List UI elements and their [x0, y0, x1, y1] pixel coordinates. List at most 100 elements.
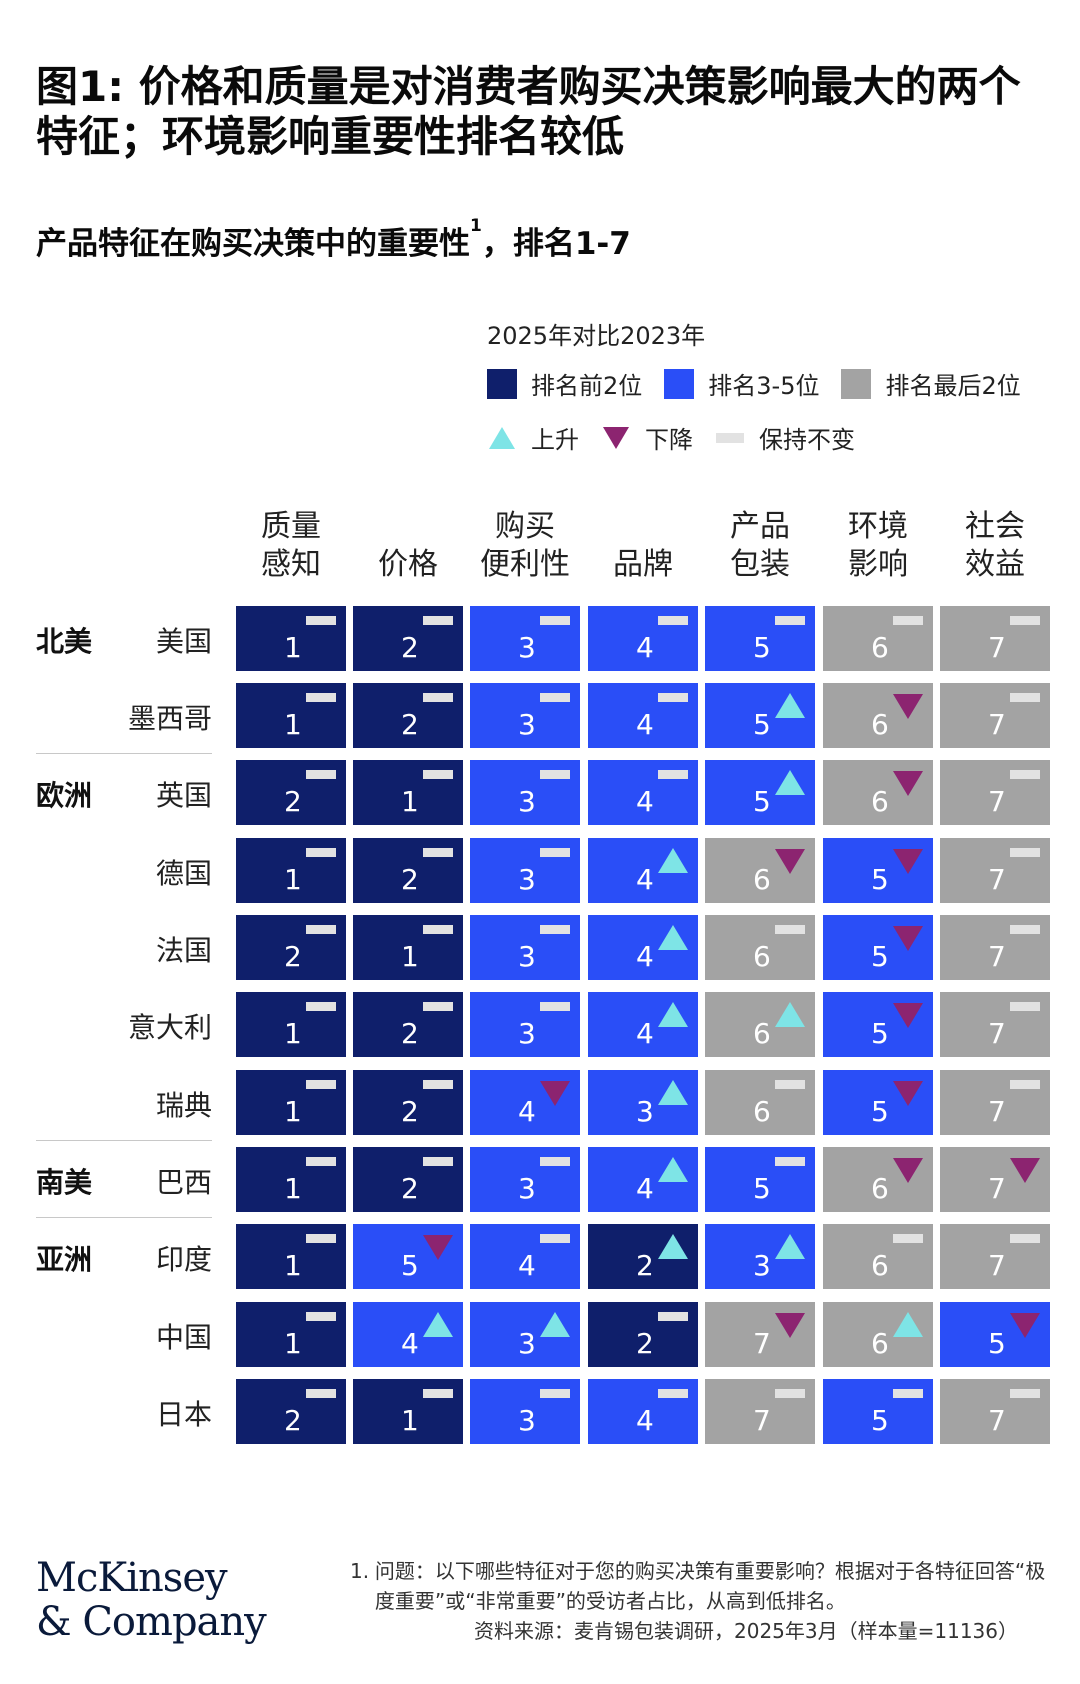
rank-value: 7: [988, 1404, 1006, 1437]
triangle-down-icon: [423, 1235, 453, 1260]
dash-icon: [893, 1234, 923, 1243]
dash-icon: [658, 616, 688, 625]
dash-icon: [306, 770, 336, 779]
country-label: 墨西哥: [127, 702, 212, 735]
rank-cell: 2: [353, 1070, 463, 1135]
rank-value: 7: [988, 1172, 1006, 1205]
dash-icon: [306, 616, 336, 625]
rank-value: 2: [401, 631, 419, 664]
logo-line1: McKinsey: [36, 1555, 228, 1601]
subtitle-text: 产品特征在购买决策中的重要性: [36, 226, 470, 262]
rank-cell: 5: [705, 606, 815, 671]
rank-value: 4: [636, 631, 654, 664]
legend-tiers: 排名前2位 排名3-5位 排名最后2位: [487, 366, 1043, 401]
column-header: 品牌: [588, 508, 698, 584]
region-label: 北美: [36, 625, 93, 658]
column-header: 产品 包装: [705, 508, 815, 584]
triangle-down-icon: [893, 694, 923, 719]
column-header-line2: 价格: [378, 547, 438, 582]
rank-cell: 4: [588, 992, 698, 1057]
dash-icon: [658, 1389, 688, 1398]
triangle-up-icon: [658, 1157, 688, 1182]
column-header-line2: 品牌: [613, 547, 673, 582]
triangle-up-icon: [775, 1234, 805, 1259]
swatch-mid: [664, 368, 695, 399]
rank-cell: 4: [588, 760, 698, 825]
rank-cell: 3: [470, 1147, 580, 1212]
rank-value: 4: [636, 708, 654, 741]
rank-value: 2: [401, 1095, 419, 1128]
column-header-line2: 感知: [261, 547, 321, 582]
rank-value: 2: [284, 940, 302, 973]
dash-icon: [306, 848, 336, 857]
rank-cell: 1: [236, 838, 346, 903]
triangle-down-icon: [603, 426, 629, 449]
page-title: 图1: 价格和质量是对消费者购买决策影响最大的两个特征；环境影响重要性排名较低: [36, 62, 1021, 161]
rank-value: 6: [871, 785, 889, 818]
rank-cell: 3: [705, 1224, 815, 1289]
dash-icon: [893, 616, 923, 625]
dash-icon: [893, 1389, 923, 1398]
column-header-line2: 效益: [965, 547, 1025, 582]
rank-value: 1: [284, 1172, 302, 1205]
legend-changes: 上升 下降 保持不变: [487, 420, 877, 455]
rank-cell: 7: [705, 1379, 815, 1444]
column-header: 社会 效益: [940, 508, 1050, 584]
column-header-line2: 影响: [848, 547, 908, 582]
rank-value: 2: [636, 1249, 654, 1282]
dash-icon: [716, 432, 744, 443]
rank-cell: 5: [705, 1147, 815, 1212]
rank-cell: 2: [353, 1147, 463, 1212]
rank-cell: 7: [940, 992, 1050, 1057]
rank-cell: 2: [588, 1224, 698, 1289]
country-label: 德国: [155, 857, 212, 890]
rank-value: 6: [871, 1249, 889, 1282]
rank-cell: 3: [470, 992, 580, 1057]
triangle-up-icon: [658, 925, 688, 950]
rank-cell: 3: [470, 915, 580, 980]
triangle-down-icon: [893, 1081, 923, 1106]
rank-cell: 4: [588, 1379, 698, 1444]
rank-value: 7: [988, 708, 1006, 741]
dash-icon: [1010, 1234, 1040, 1243]
rank-value: 3: [518, 1017, 536, 1050]
rank-value: 5: [871, 1017, 889, 1050]
column-header-line1: [588, 508, 698, 546]
region-separator: [36, 1217, 212, 1218]
rank-value: 4: [636, 1017, 654, 1050]
rank-cell: 3: [470, 606, 580, 671]
dash-icon: [775, 925, 805, 934]
rank-value: 4: [636, 863, 654, 896]
rank-cell: 1: [236, 606, 346, 671]
triangle-up-icon: [658, 1080, 688, 1105]
dash-icon: [658, 693, 688, 702]
country-label: 巴西: [155, 1166, 212, 1199]
rank-value: 6: [871, 1172, 889, 1205]
dash-icon: [540, 1389, 570, 1398]
footnote: 1. 问题：以下哪些特征对于您的购买决策有重要影响？根据对于各特征回答“极度重要…: [350, 1556, 1050, 1646]
dash-icon: [423, 848, 453, 857]
triangle-down-icon: [893, 926, 923, 951]
column-header: 购买 便利性: [470, 508, 580, 584]
rank-cell: 4: [588, 1147, 698, 1212]
dash-icon: [658, 1312, 688, 1321]
rank-cell: 5: [705, 760, 815, 825]
rank-value: 3: [518, 863, 536, 896]
dash-icon: [306, 925, 336, 934]
dash-icon: [306, 1002, 336, 1011]
region-separator: [36, 753, 212, 754]
rank-value: 7: [988, 631, 1006, 664]
rank-cell: 7: [940, 1224, 1050, 1289]
triangle-down-icon: [893, 849, 923, 874]
region-label: 欧洲: [36, 779, 93, 812]
dash-icon: [1010, 1389, 1040, 1398]
footnote-text: 问题：以下哪些特征对于您的购买决策有重要影响？根据对于各特征回答“极度重要”或“…: [374, 1559, 1046, 1613]
dash-icon: [540, 848, 570, 857]
country-label: 英国: [155, 779, 212, 812]
rank-cell: 1: [353, 1379, 463, 1444]
dash-icon: [540, 1157, 570, 1166]
rank-cell: 1: [236, 1224, 346, 1289]
rank-value: 5: [871, 1404, 889, 1437]
dash-icon: [540, 1234, 570, 1243]
rank-value: 4: [636, 1172, 654, 1205]
